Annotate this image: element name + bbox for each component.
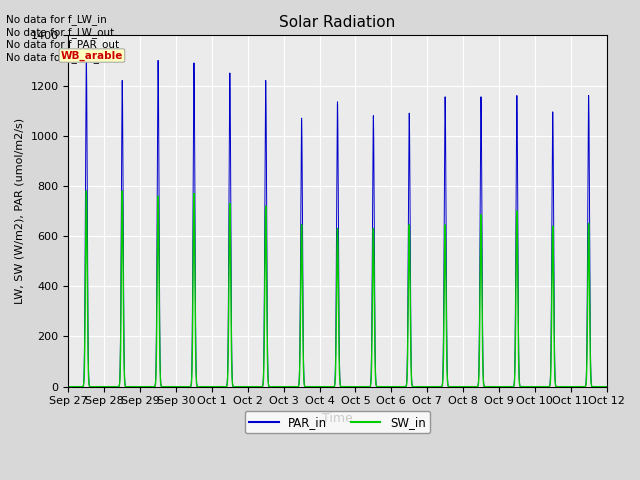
PAR_in bbox=[602, 384, 610, 390]
SW_in bbox=[428, 384, 436, 390]
Line: SW_in: SW_in bbox=[68, 191, 607, 387]
PAR_in bbox=[161, 384, 169, 390]
PAR_in bbox=[428, 384, 436, 390]
Legend: PAR_in, SW_in: PAR_in, SW_in bbox=[244, 411, 431, 433]
SW_in bbox=[83, 188, 90, 194]
SW_in bbox=[488, 384, 496, 390]
Text: WB_arable: WB_arable bbox=[61, 50, 123, 60]
SW_in bbox=[603, 384, 611, 390]
Y-axis label: LW, SW (W/m2), PAR (umol/m2/s): LW, SW (W/m2), PAR (umol/m2/s) bbox=[15, 118, 25, 304]
Line: PAR_in: PAR_in bbox=[68, 58, 607, 387]
PAR_in bbox=[488, 384, 496, 390]
PAR_in bbox=[458, 384, 466, 390]
PAR_in bbox=[317, 384, 325, 390]
Text: No data for f_LW_in
No data for f_LW_out
No data for f_PAR_out
No data for f_SW_: No data for f_LW_in No data for f_LW_out… bbox=[6, 14, 120, 63]
SW_in bbox=[602, 384, 610, 390]
SW_in bbox=[65, 384, 72, 390]
SW_in bbox=[458, 384, 466, 390]
PAR_in bbox=[603, 384, 611, 390]
SW_in bbox=[317, 384, 325, 390]
Title: Solar Radiation: Solar Radiation bbox=[279, 15, 396, 30]
SW_in bbox=[161, 384, 169, 390]
X-axis label: Time: Time bbox=[322, 412, 353, 425]
PAR_in bbox=[83, 55, 90, 61]
PAR_in bbox=[65, 384, 72, 390]
